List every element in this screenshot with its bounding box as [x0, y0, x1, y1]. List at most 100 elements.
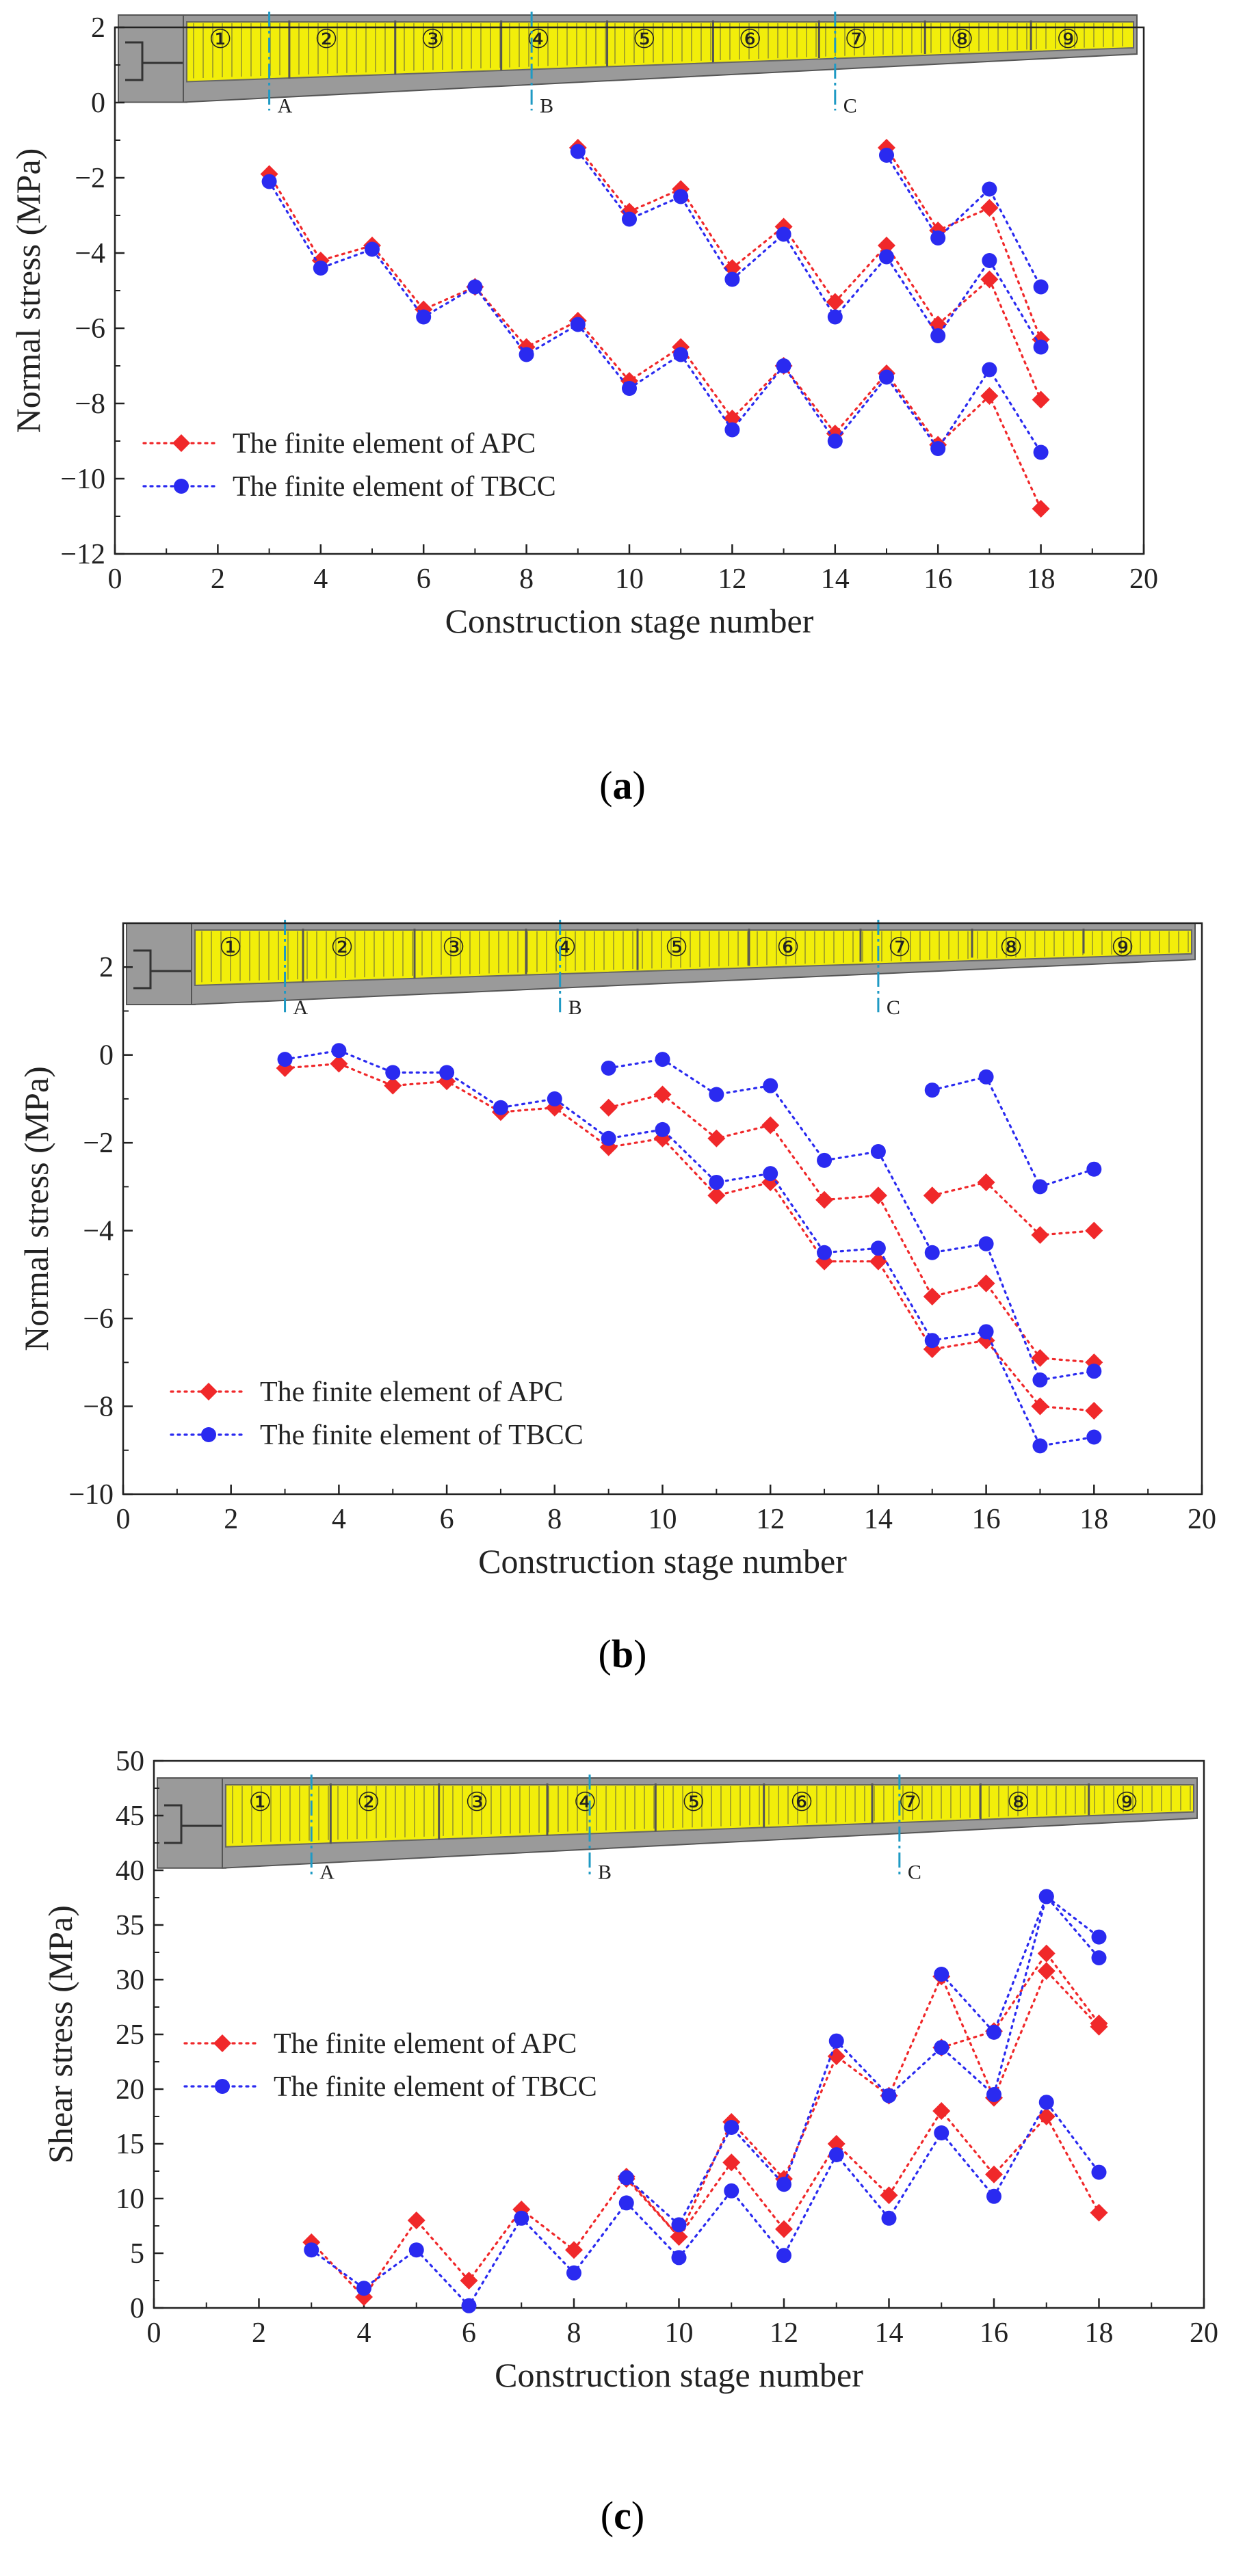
- chart-a-y-tick-label: −8: [75, 388, 105, 420]
- chart-c-y-tick-label: 35: [116, 1910, 144, 1941]
- chart-c-point-tbcc: [776, 2248, 791, 2263]
- chart-c-point-tbcc: [881, 2088, 897, 2103]
- chart-c-inset-segment-label: ⑤: [682, 1788, 705, 1817]
- chart-c-y-tick-label: 10: [116, 2183, 144, 2215]
- chart-b-point-tbcc: [385, 1065, 401, 1080]
- chart-a-x-axis-label: Construction stage number: [445, 602, 814, 640]
- chart-a-point-tbcc: [261, 174, 277, 189]
- chart-b-section-label: A: [293, 996, 309, 1019]
- chart-b-series-line-tbcc: [283, 1049, 1095, 1448]
- chart-b-y-tick-label: −2: [83, 1128, 114, 1159]
- chart-a-point-tbcc: [982, 181, 997, 197]
- chart-c-point-apc: [827, 2135, 846, 2153]
- chart-b-series-line-tbcc: [607, 1058, 1095, 1381]
- chart-b-point-apc: [384, 1076, 402, 1095]
- chart-c-point-tbcc: [881, 2210, 897, 2226]
- chart-c-point-tbcc: [514, 2210, 529, 2226]
- chart-b-point-tbcc: [439, 1065, 455, 1080]
- chart-b-legend-label-tbcc: The finite element of TBCC: [260, 1420, 584, 1451]
- chart-c-inset-deck: [225, 1784, 1194, 1848]
- chart-a-plot: ① ② ③ ④ ⑤ ⑥ ⑦ ⑧ ⑨A B C0 2 4 6 8 10 12 14 16 18 20−12−10−8−6−…: [9, 12, 1158, 640]
- chart-c-x-tick-label: 14: [875, 2318, 904, 2349]
- chart-c-x-tick-label: 2: [252, 2318, 266, 2349]
- chart-a-point-tbcc: [827, 434, 843, 449]
- chart-b-series-line-apc: [607, 1093, 1095, 1364]
- chart-b-caption: (b): [598, 1632, 647, 1676]
- chart-b-x-tick-label: 4: [332, 1504, 346, 1535]
- chart-a-y-tick-label: −2: [75, 163, 105, 194]
- chart-a-point-tbcc: [622, 381, 637, 396]
- chart-a-y-tick-label: −4: [75, 238, 105, 269]
- chart-c-inset-segment-label: ⑥: [790, 1788, 813, 1817]
- chart-c-y-tick-label: 45: [116, 1801, 144, 1832]
- chart-b-point-apc: [1031, 1397, 1049, 1416]
- chart-c-section-label: C: [908, 1861, 921, 1883]
- chart-a-inset-segment-label: ④: [527, 25, 550, 54]
- chart-b-point-tbcc: [655, 1052, 670, 1067]
- chart-a-inset-segment-label: ⑦: [845, 25, 868, 54]
- chart-a-y-tick-label: −12: [60, 539, 105, 570]
- chart-a-section-label: A: [278, 95, 293, 118]
- chart-c-inset-segment-label: ⑨: [1115, 1788, 1138, 1817]
- chart-c-point-tbcc: [776, 2177, 791, 2192]
- chart-c-caption: (c): [600, 2493, 645, 2538]
- chart-b-point-apc: [1085, 1221, 1103, 1240]
- chart-b-x-tick-label: 2: [224, 1504, 238, 1535]
- chart-c-point-tbcc: [618, 2170, 634, 2186]
- chart-b-caption-label: b: [611, 1632, 634, 1676]
- chart-a-y-axis-label: Normal stress (MPa): [9, 148, 47, 434]
- chart-c-x-tick-label: 18: [1085, 2318, 1114, 2349]
- chart-a-section-label: C: [843, 95, 857, 118]
- chart-c-inset-pier-detail: [164, 1804, 222, 1844]
- chart-a-caption-label: a: [612, 763, 633, 808]
- chart-b-y-tick-label: 2: [99, 952, 114, 983]
- chart-b-inset-segment-label: ⑦: [888, 933, 911, 962]
- chart-b-point-tbcc: [924, 1083, 940, 1098]
- chart-c-x-tick-label: 4: [357, 2318, 371, 2349]
- chart-a-point-tbcc: [930, 441, 946, 456]
- chart-c-inset-segment-label: ②: [357, 1788, 380, 1817]
- chart-b-point-tbcc: [1032, 1372, 1048, 1387]
- chart-b-point-apc: [707, 1186, 726, 1205]
- chart-b-legend-marker-apc: [200, 1383, 218, 1400]
- chart-b-inset-segment-label: ⑧: [999, 933, 1023, 962]
- chart-c-point-tbcc: [724, 2183, 739, 2199]
- chart-a-legend-label-tbcc: The finite element of TBCC: [233, 471, 556, 503]
- chart-panel-a: ① ② ③ ④ ⑤ ⑥ ⑦ ⑧ ⑨ A B C 0 2 4 6 8 10 12 14 16 18 20 −12 −10 −8 −6−…: [0, 0, 1245, 868]
- chart-b-point-tbcc: [655, 1121, 670, 1137]
- chart-a-point-tbcc: [416, 309, 432, 325]
- chart-a-point-tbcc: [570, 144, 586, 159]
- chart-b-x-tick-label: 6: [440, 1504, 454, 1535]
- chart-c-point-tbcc: [304, 2242, 319, 2258]
- chart-b-inset-segment-label: ④: [553, 933, 577, 962]
- chart-b-point-apc: [653, 1129, 672, 1147]
- chart-a-point-tbcc: [1033, 339, 1049, 355]
- chart-c-legend-label-tbcc: The finite element of TBCC: [274, 2071, 597, 2103]
- chart-c-point-apc: [880, 2186, 898, 2205]
- chart-b-series-line-tbcc: [931, 1075, 1095, 1189]
- chart-c-x-tick-label: 20: [1190, 2318, 1218, 2349]
- chart-a-point-tbcc: [982, 362, 997, 377]
- chart-b-point-tbcc: [277, 1052, 293, 1067]
- chart-b-x-tick-label: 18: [1079, 1504, 1108, 1535]
- chart-c-point-apc: [932, 2102, 951, 2120]
- chart-c-point-tbcc: [671, 2217, 687, 2233]
- chart-b-inset-segment-label: ①: [219, 933, 242, 962]
- chart-a-point-tbcc: [724, 271, 740, 287]
- chart-b-bridge-inset: ① ② ③ ④ ⑤ ⑥ ⑦ ⑧ ⑨ A B C: [126, 920, 1196, 1019]
- chart-a-x-tick-label: 20: [1129, 563, 1158, 595]
- chart-a-point-tbcc: [673, 347, 689, 362]
- chart-b-point-apc: [923, 1287, 941, 1305]
- chart-c-series-line-apc: [310, 2109, 1101, 2299]
- chart-panel-b: ① ② ③ ④ ⑤ ⑥ ⑦ ⑧ ⑨ A B C 0 2 4 6 8 10 12 14 16 18 20 −10 −8 −6 −4 −2…: [0, 868, 1245, 1737]
- chart-a-inset-segment-label: ⑨: [1056, 25, 1079, 54]
- chart-b-x-axis-label: Construction stage number: [478, 1542, 847, 1580]
- chart-c-y-tick-label: 15: [116, 2129, 144, 2160]
- chart-c-point-tbcc: [671, 2250, 687, 2266]
- chart-b-point-apc: [815, 1191, 834, 1209]
- chart-a-x-tick-label: 12: [718, 563, 746, 595]
- chart-a-point-tbcc: [982, 253, 997, 268]
- chart-c-point-tbcc: [566, 2265, 581, 2281]
- chart-b-y-tick-label: 0: [99, 1040, 114, 1072]
- chart-b-point-tbcc: [709, 1174, 724, 1190]
